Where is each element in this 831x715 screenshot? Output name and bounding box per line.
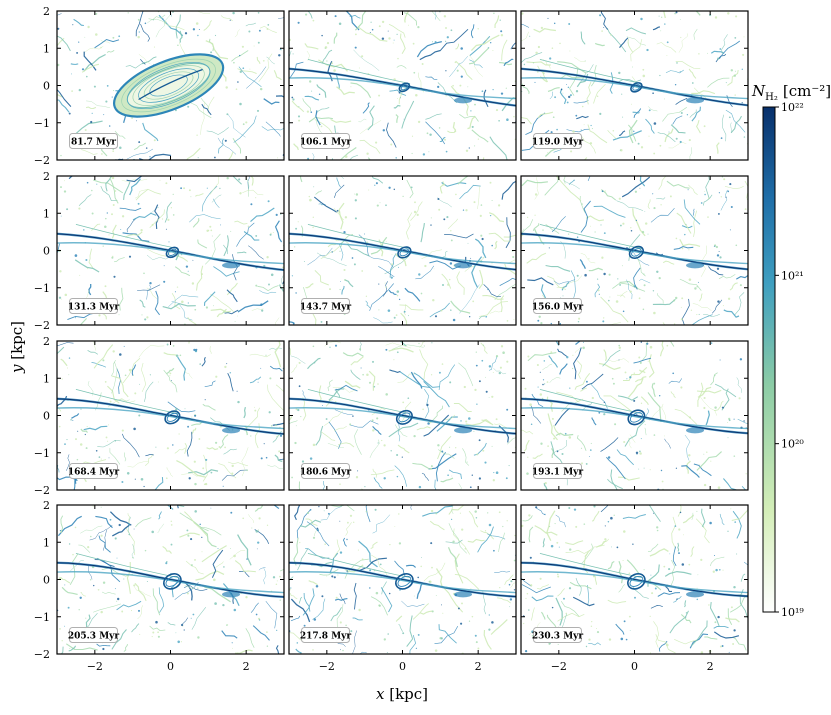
- time-label-box: [301, 298, 350, 314]
- time-label: 168.4 Myr: [68, 468, 120, 478]
- y-tick-label: −1: [34, 117, 50, 130]
- y-tick-label: 2: [43, 170, 50, 183]
- x-tick-label: 0: [167, 660, 174, 673]
- y-tick-label: 2: [43, 335, 50, 348]
- time-label-box: [533, 298, 582, 314]
- y-tick-label: 1: [43, 372, 50, 385]
- time-label-box: [69, 133, 118, 149]
- y-tick-label: −2: [34, 648, 50, 661]
- colorbar-tick-label: 10²⁰: [781, 438, 804, 451]
- time-label-box: [69, 627, 118, 643]
- panel: 143.7 Myr: [288, 175, 517, 326]
- x-tick-label: 0: [399, 660, 406, 673]
- panel: 119.0 Myr: [520, 10, 749, 161]
- panel: −2 −1 0 1 2 131.3 Myr: [34, 170, 285, 332]
- y-tick-label: −2: [34, 484, 50, 497]
- colorbar-tick-label: 10²¹: [781, 269, 804, 282]
- x-tick-label: 2: [243, 660, 250, 673]
- y-tick-label: −1: [34, 447, 50, 460]
- time-label: 205.3 Myr: [68, 632, 120, 642]
- y-tick-label: 1: [43, 42, 50, 55]
- x-tick-label: 2: [707, 660, 714, 673]
- y-tick-label: 2: [43, 499, 50, 512]
- panel: −2 −1 0 1 2 −2 0 2 205.3 Myr: [34, 499, 285, 673]
- time-label: 193.1 Myr: [532, 468, 584, 478]
- colorbar-tick-label: 10²²: [781, 101, 804, 114]
- y-tick-label: −2: [34, 154, 50, 167]
- panel: 106.1 Myr: [288, 10, 517, 161]
- colorbar-label-unit: [cm⁻²]: [783, 82, 831, 100]
- y-tick-label: 1: [43, 536, 50, 549]
- colorbar-tick-label: 10¹⁹: [781, 606, 804, 619]
- time-label: 217.8 Myr: [300, 632, 352, 642]
- colorbar-label: NH₂ [cm⁻²]: [751, 82, 831, 103]
- column-density-map: [289, 11, 516, 160]
- x-tick-label: 0: [631, 660, 638, 673]
- x-tick-label: −2: [551, 660, 567, 673]
- panel: 193.1 Myr: [520, 340, 749, 491]
- time-label: 156.0 Myr: [532, 303, 584, 313]
- axis-labels: x [kpc] y [kpc]: [8, 321, 428, 703]
- time-label: 131.3 Myr: [68, 303, 120, 313]
- time-label-box: [69, 463, 118, 479]
- y-tick-label: −1: [34, 611, 50, 624]
- y-tick-label: 0: [43, 80, 50, 93]
- x-tick-label: −2: [87, 660, 103, 673]
- time-label-box: [301, 627, 350, 643]
- column-density-map: [521, 11, 748, 160]
- panel: 156.0 Myr: [520, 175, 749, 326]
- x-axis-unit: [kpc]: [389, 685, 428, 703]
- time-label: 119.0 Myr: [532, 138, 584, 148]
- column-density-map: [289, 341, 516, 490]
- time-label: 143.7 Myr: [300, 303, 352, 313]
- panel: −2 0 2 230.3 Myr: [520, 504, 749, 673]
- colorbar-label-subscript: H₂: [765, 92, 778, 103]
- time-label-box: [69, 298, 118, 314]
- panel: −2 0 2 217.8 Myr: [288, 504, 517, 673]
- time-label-box: [533, 627, 582, 643]
- panel: 180.6 Myr: [288, 340, 517, 491]
- time-label: 180.6 Myr: [300, 468, 352, 478]
- y-tick-label: 0: [43, 410, 50, 423]
- y-tick-label: −1: [34, 282, 50, 295]
- panel: −2 −1 0 1 2 168.4 Myr: [34, 335, 285, 497]
- time-label-box: [301, 463, 350, 479]
- y-tick-label: 2: [43, 5, 50, 18]
- y-tick-label: −2: [34, 319, 50, 332]
- column-density-map: [521, 176, 748, 325]
- y-axis-label: y [kpc]: [8, 321, 26, 374]
- y-tick-label: 0: [43, 574, 50, 587]
- column-density-map: [57, 505, 284, 654]
- x-axis-label: x [kpc]: [376, 685, 428, 703]
- column-density-map: [57, 176, 284, 325]
- x-tick-label: −2: [319, 660, 335, 673]
- colorbar-bar: [762, 106, 776, 613]
- time-label-box: [533, 463, 582, 479]
- time-label-box: [301, 133, 350, 149]
- x-tick-label: 2: [475, 660, 482, 673]
- time-label: 106.1 Myr: [300, 138, 352, 148]
- column-density-map: [521, 505, 748, 654]
- y-tick-label: 1: [43, 207, 50, 220]
- panel: −2 −1 0 1 2 81.7 Myr: [34, 5, 285, 167]
- column-density-map: [289, 176, 516, 325]
- column-density-map: [521, 341, 748, 490]
- y-tick-label: 0: [43, 245, 50, 258]
- panel-grid: −2 −1 0 1 2 81.7 Myr 106.1 Myr 119.0 Myr −2 −1 0 1 2…: [34, 5, 749, 673]
- time-label: 81.7 Myr: [71, 138, 116, 148]
- time-label-box: [533, 133, 582, 149]
- y-axis-unit: [kpc]: [8, 321, 26, 360]
- column-density-map: [289, 505, 516, 654]
- time-label: 230.3 Myr: [532, 632, 584, 642]
